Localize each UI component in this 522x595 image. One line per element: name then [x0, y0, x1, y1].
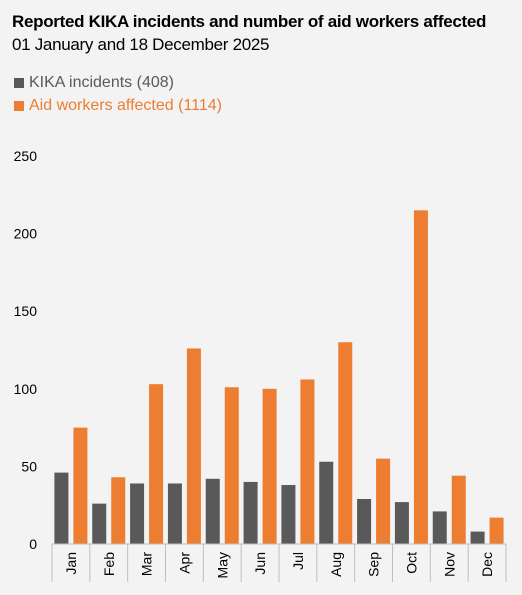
bar-affected — [73, 427, 88, 544]
x-tick-label: Sep — [366, 552, 382, 577]
x-tick-label: Jan — [63, 552, 79, 575]
bar-incidents — [92, 503, 107, 544]
x-tick-label: Nov — [441, 552, 457, 577]
bar-affected — [186, 348, 201, 544]
bar-affected — [224, 387, 239, 544]
x-tick-label: Aug — [328, 552, 344, 577]
y-tick-label: 150 — [14, 303, 38, 319]
x-tick-label: Jul — [290, 552, 306, 570]
x-tick-label: Jun — [252, 552, 268, 575]
bar-affected — [413, 210, 428, 544]
y-tick-label: 50 — [21, 458, 37, 474]
y-tick-label: 0 — [29, 536, 37, 552]
chart-title: Reported KIKA incidents and number of ai… — [12, 12, 487, 31]
y-tick-label: 200 — [14, 226, 38, 242]
x-tick-label: Apr — [176, 552, 192, 574]
bar-incidents — [394, 502, 409, 544]
y-tick-label: 100 — [14, 381, 38, 397]
bar-affected — [376, 458, 391, 544]
legend-swatch-incidents — [14, 77, 24, 88]
bar-incidents — [54, 472, 69, 544]
bar-incidents — [357, 498, 372, 544]
bar-affected — [262, 388, 277, 544]
x-tick-label: Oct — [403, 552, 419, 574]
bar-incidents — [130, 483, 145, 544]
legend: KIKA incidents (408) Aid workers affecte… — [14, 71, 222, 117]
bar-affected — [489, 517, 504, 544]
bar-incidents — [167, 483, 182, 544]
legend-swatch-affected — [14, 100, 24, 111]
bar-incidents — [205, 478, 220, 544]
legend-label-affected: Aid workers affected (1114) — [29, 96, 222, 114]
x-tick-label: May — [214, 552, 230, 578]
x-tick-label: Dec — [479, 552, 495, 577]
bar-incidents — [470, 531, 485, 544]
bar-affected — [300, 379, 315, 544]
legend-item-incidents: KIKA incidents (408) — [14, 71, 222, 94]
bar-incidents — [432, 511, 447, 544]
bar-incidents — [319, 461, 334, 544]
bar-affected — [149, 384, 164, 544]
legend-label-incidents: KIKA incidents (408) — [29, 73, 174, 91]
bar-incidents — [281, 485, 296, 544]
chart-subtitle: 01 January and 18 December 2025 — [12, 35, 270, 54]
bar-incidents — [243, 481, 258, 544]
bar-affected — [111, 477, 126, 544]
x-tick-label: Feb — [101, 552, 117, 576]
legend-item-affected: Aid workers affected (1114) — [14, 94, 222, 117]
x-tick-label: Mar — [139, 552, 155, 576]
bar-affected — [338, 342, 353, 544]
bar-affected — [451, 475, 466, 544]
y-tick-label: 250 — [14, 148, 38, 164]
